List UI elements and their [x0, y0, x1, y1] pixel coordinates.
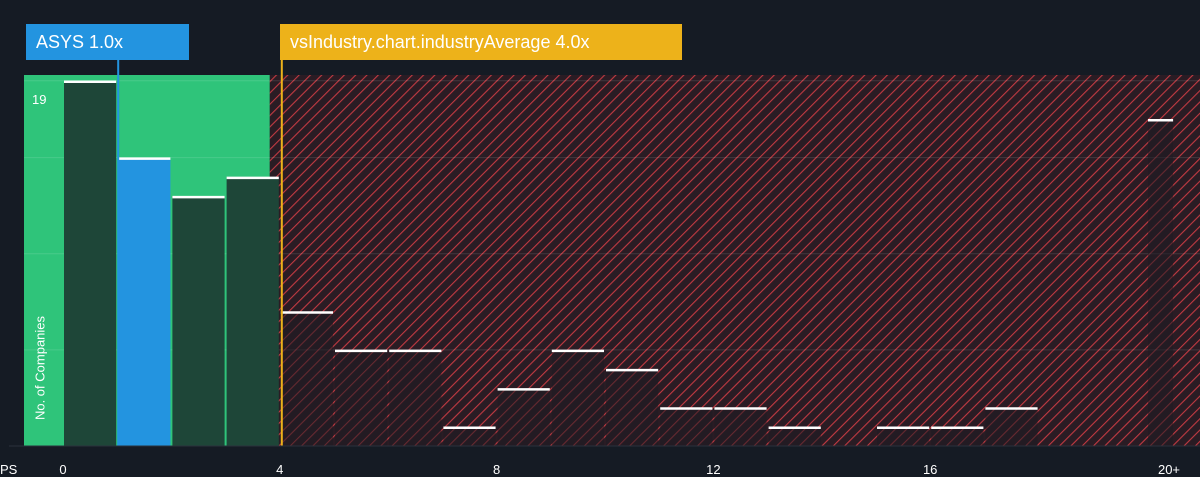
- x-tick-label: 0: [59, 462, 67, 477]
- x-tick-label: 8: [492, 462, 501, 477]
- y-axis-title: No. of Companies: [32, 315, 48, 421]
- histogram-bar: [64, 80, 117, 446]
- histogram-bar: [172, 196, 225, 446]
- histogram-bar: [335, 349, 388, 446]
- histogram-bar: [1148, 119, 1174, 446]
- histogram-bar: [660, 407, 713, 446]
- histogram-bar: [877, 426, 930, 446]
- histogram-bars: [64, 80, 1174, 447]
- histogram-bar: [497, 388, 550, 446]
- x-tick-label: 20+: [1157, 462, 1181, 477]
- company-value-callout: ASYS 1.0x: [26, 24, 189, 60]
- histogram-bar: [931, 426, 984, 446]
- histogram-bar: [768, 426, 821, 446]
- x-tick-label: 4: [276, 462, 284, 477]
- histogram-bar: [280, 311, 333, 446]
- histogram-bar: [389, 349, 442, 446]
- histogram-bar: [985, 407, 1038, 446]
- histogram-bar: [551, 349, 604, 446]
- histogram-bar: [606, 369, 659, 446]
- x-tick-label: 12: [706, 462, 721, 477]
- x-tick-label: 16: [922, 462, 938, 477]
- histogram-bar: [714, 407, 767, 446]
- histogram-bar: [226, 176, 279, 446]
- histogram-bar: [443, 426, 496, 446]
- industry-average-callout: vsIndustry.chart.industryAverage 4.0x: [280, 24, 682, 60]
- histogram-bar: [118, 157, 171, 447]
- y-axis-max-label: 19: [32, 92, 47, 107]
- x-axis-unit-label: PS: [0, 462, 18, 477]
